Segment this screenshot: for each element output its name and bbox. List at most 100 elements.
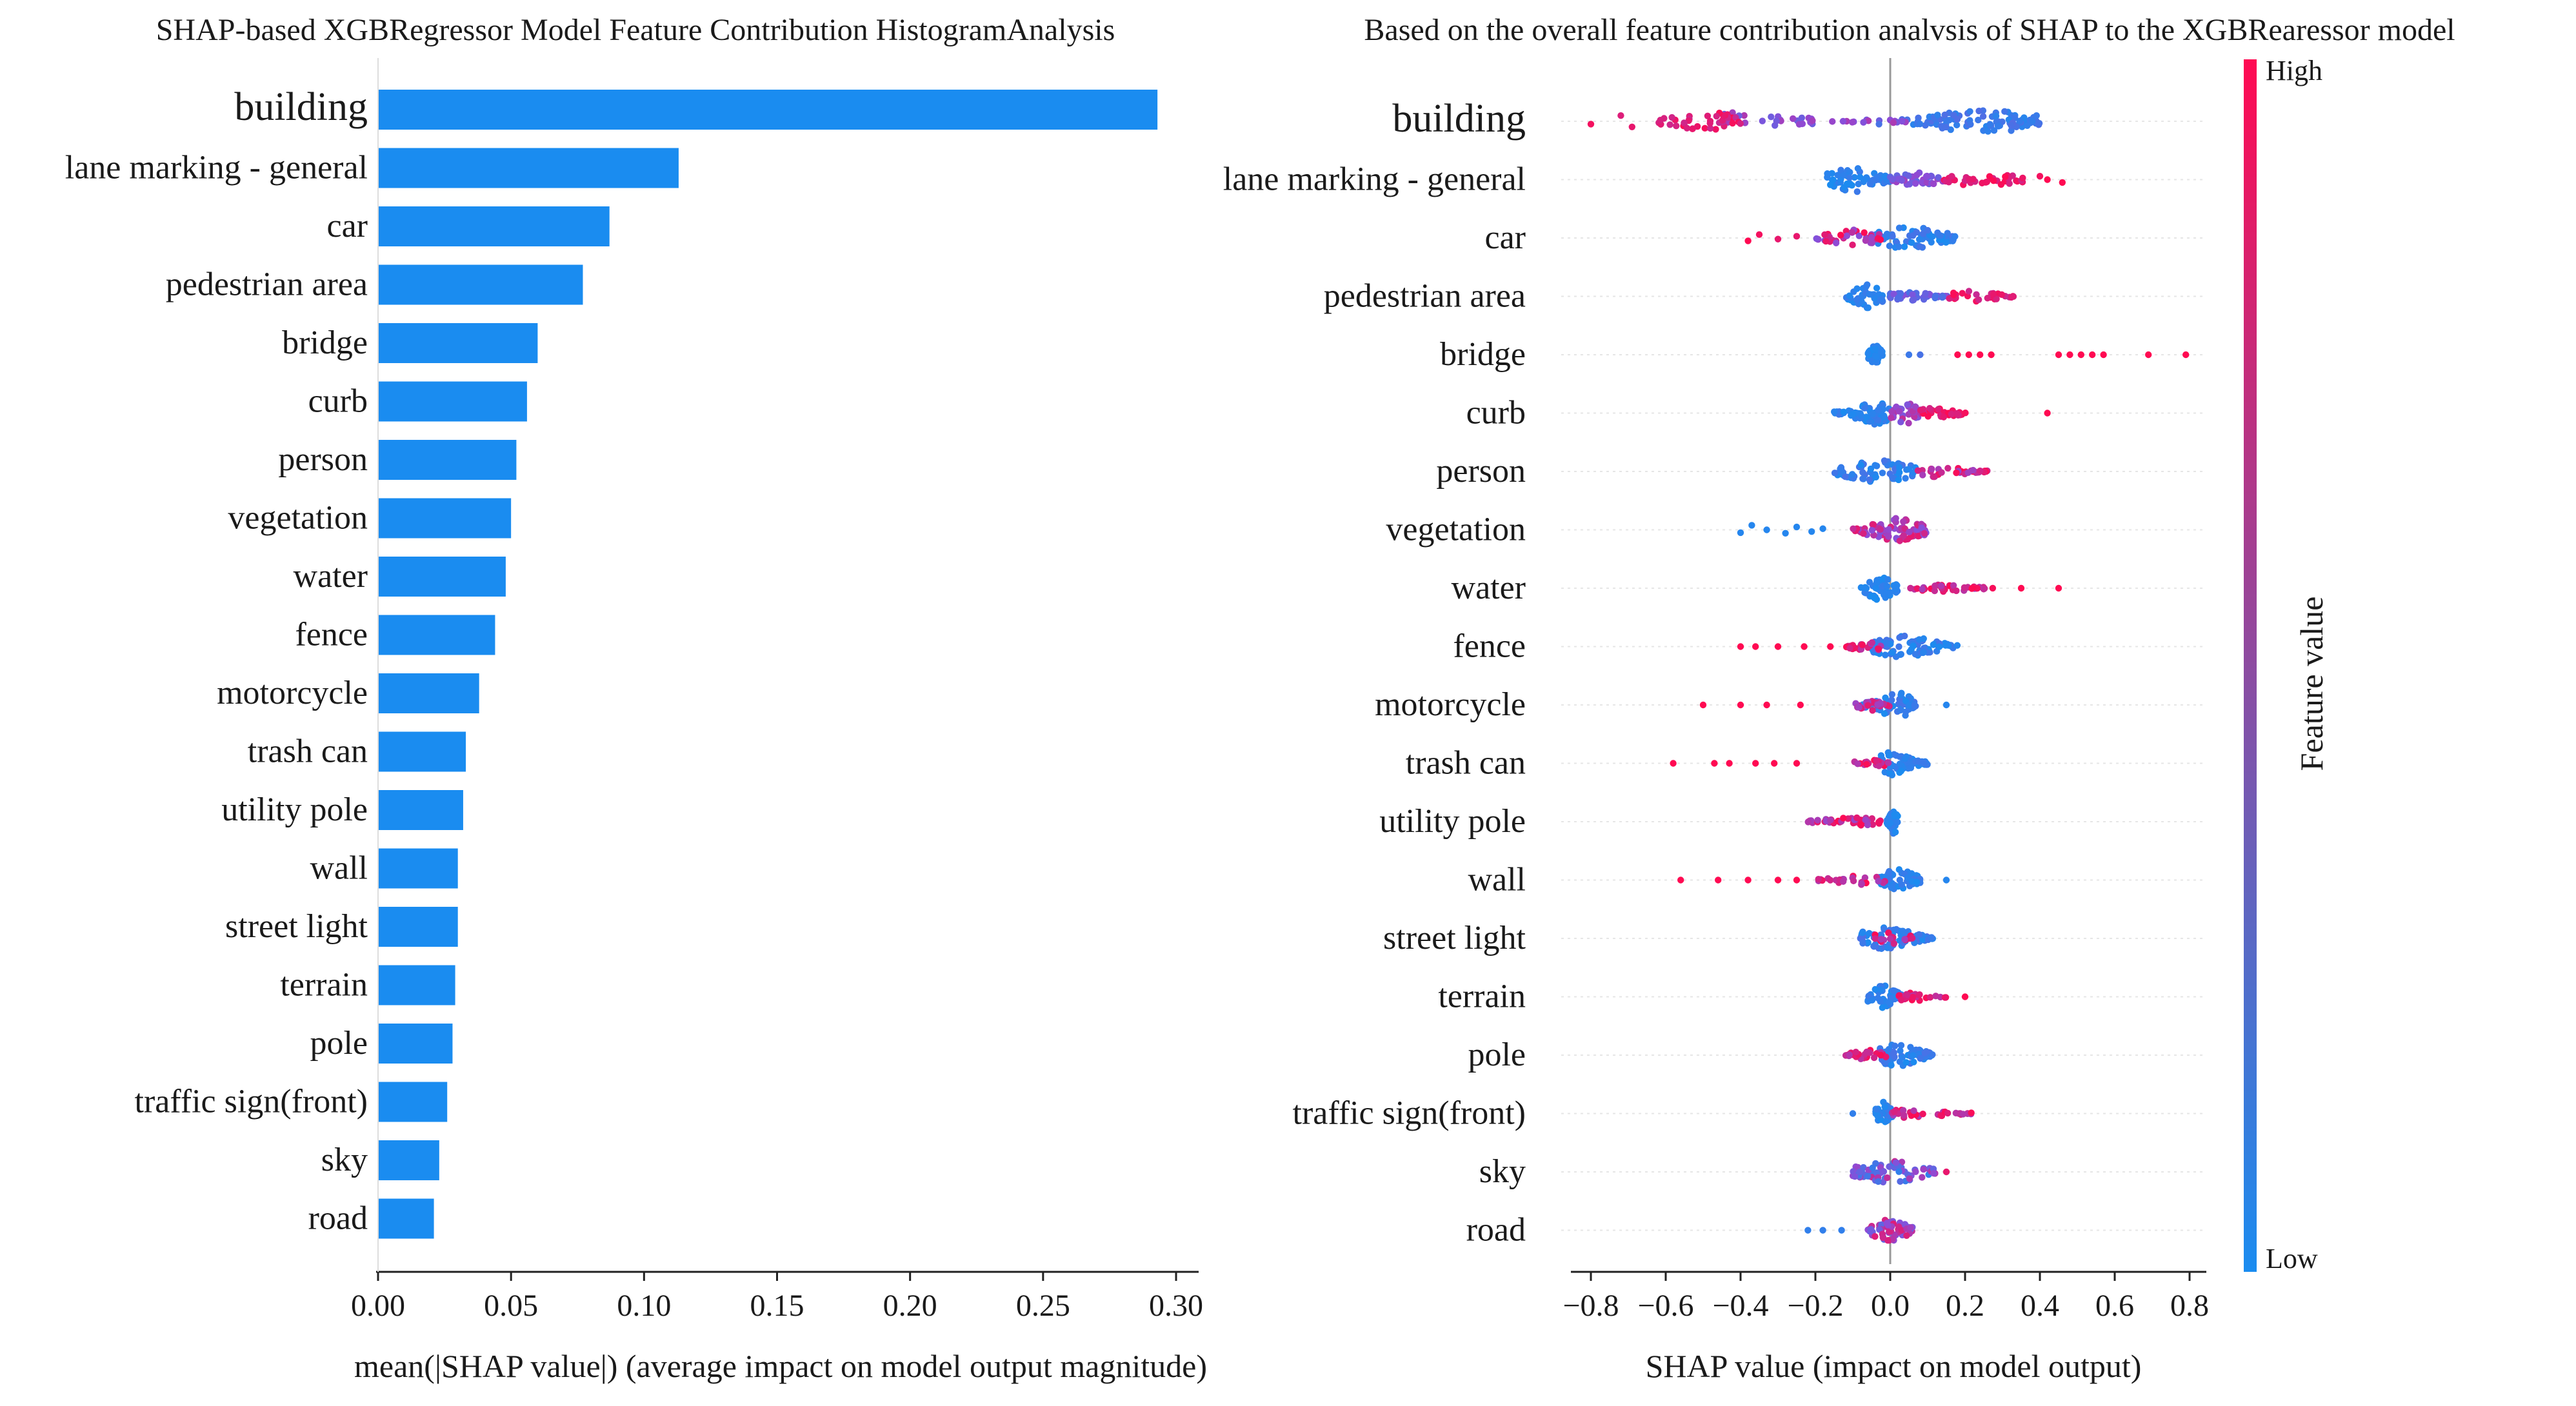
beeswarm-point-vegetation bbox=[1906, 528, 1913, 536]
beeswarm-point-vegetation bbox=[1918, 524, 1925, 531]
bar-label-vegetation: vegetation bbox=[228, 500, 368, 537]
beeswarm-point-curb bbox=[1840, 408, 1847, 415]
beeswarm-point-terrain bbox=[1909, 993, 1917, 1001]
beeswarm-point-building bbox=[1689, 125, 1696, 132]
beeswarm-point-car bbox=[1944, 230, 1951, 237]
beeswarm-point-building bbox=[1789, 115, 1797, 123]
beeswarm-point-pedestrian-area bbox=[1959, 290, 1966, 297]
beeswarm-point-curb bbox=[1888, 408, 1895, 415]
beeswarm-point-building bbox=[1941, 111, 1948, 119]
beeswarm-point-lane-marking-general bbox=[1843, 180, 1851, 188]
beeswarm-point-water bbox=[1937, 582, 1945, 589]
colorbar-gradient bbox=[2244, 59, 2257, 1272]
beeswarm-point-wall bbox=[1774, 876, 1782, 884]
beeswarm-point-pole bbox=[1897, 1042, 1905, 1049]
bar-label-person: person bbox=[278, 441, 368, 478]
beeswarm-point-motorcycle bbox=[1902, 708, 1910, 715]
bar-chart-bars bbox=[378, 90, 1158, 1239]
beeswarm-point-pedestrian-area bbox=[1975, 296, 1982, 303]
bar-trash-can bbox=[378, 731, 466, 772]
beeswarm-point-curb bbox=[1895, 408, 1902, 415]
beeswarm-point-vegetation bbox=[1860, 530, 1867, 537]
bar-chart-x-axis-label: mean(|SHAP value|) (average impact on mo… bbox=[354, 1348, 1207, 1384]
beeswarm-point-pedestrian-area bbox=[1853, 285, 1861, 292]
beeswarm-point-lane-marking-general bbox=[1922, 173, 1930, 180]
beeswarm-point-lane-marking-general bbox=[1826, 181, 1834, 188]
beeswarm-point-lane-marking-general bbox=[2036, 173, 2044, 180]
beeswarm-point-pole bbox=[1882, 1053, 1890, 1060]
beeswarm-tick-label: −0.4 bbox=[1712, 1289, 1768, 1323]
beeswarm-point-person bbox=[1848, 471, 1856, 478]
beeswarm-point-vegetation bbox=[1870, 521, 1877, 528]
beeswarm-point-wall bbox=[1793, 876, 1801, 884]
beeswarm-point-building bbox=[1683, 124, 1691, 132]
beeswarm-point-fence bbox=[1827, 643, 1834, 650]
beeswarm-point-water bbox=[1961, 584, 1968, 591]
beeswarm-point-pole bbox=[1890, 1049, 1897, 1056]
beeswarm-point-water bbox=[1932, 582, 1939, 589]
beeswarm-point-car bbox=[1862, 237, 1870, 244]
beeswarm-point-building bbox=[1712, 126, 1719, 133]
beeswarm-point-motorcycle bbox=[1911, 702, 1918, 709]
beeswarm-point-road bbox=[1907, 1224, 1914, 1231]
beeswarm-point-terrain bbox=[1877, 986, 1884, 994]
beeswarm-point-sky bbox=[1892, 1159, 1900, 1167]
beeswarm-point-bridge bbox=[1877, 348, 1885, 356]
beeswarm-point-lane-marking-general bbox=[1846, 174, 1853, 181]
bar-label-road: road bbox=[308, 1200, 368, 1237]
beeswarm-label-trash-can: trash can bbox=[1406, 745, 1526, 782]
bar-tick-label: 0.25 bbox=[1016, 1289, 1070, 1323]
beeswarm-point-curb bbox=[1875, 417, 1882, 424]
beeswarm-label-terrain: terrain bbox=[1438, 978, 1526, 1015]
beeswarm-point-curb bbox=[1857, 412, 1864, 419]
beeswarm-tick-label: −0.8 bbox=[1563, 1289, 1619, 1323]
beeswarm-point-traffic-sign-front bbox=[1849, 1110, 1857, 1117]
beeswarm-point-sky bbox=[1852, 1173, 1859, 1180]
beeswarm-point-person bbox=[1919, 471, 1926, 479]
beeswarm-point-street-light bbox=[1899, 927, 1906, 935]
beeswarm-point-lane-marking-general bbox=[1861, 175, 1868, 183]
bar-chart-category-labels: building lane marking - general car pedestr… bbox=[65, 85, 368, 1237]
beeswarm-point-lane-marking-general bbox=[1853, 188, 1861, 195]
beeswarm-point-pedestrian-area bbox=[1922, 290, 1929, 297]
beeswarm-point-car bbox=[1924, 226, 1932, 234]
beeswarm-label-fence: fence bbox=[1453, 628, 1526, 665]
beeswarm-point-vegetation bbox=[1900, 532, 1907, 539]
beeswarm-point-trash-can bbox=[1886, 769, 1893, 776]
beeswarm-point-vegetation bbox=[1915, 532, 1922, 540]
beeswarm-point-car bbox=[1919, 230, 1927, 237]
beeswarm-x-axis-label: SHAP value (impact on model output) bbox=[1646, 1348, 2142, 1384]
beeswarm-point-utility-pole bbox=[1894, 818, 1901, 826]
beeswarm-point-road bbox=[1819, 1227, 1826, 1234]
bar-tick-label: 0.00 bbox=[351, 1289, 405, 1323]
bar-traffic-sign-front bbox=[378, 1082, 448, 1122]
beeswarm-point-sky bbox=[1856, 1168, 1863, 1176]
bar-label-fence: fence bbox=[295, 617, 368, 653]
beeswarm-label-bridge: bridge bbox=[1440, 336, 1526, 373]
beeswarm-point-vegetation bbox=[1868, 527, 1875, 534]
beeswarm-point-building bbox=[1759, 117, 1766, 124]
beeswarm-point-bridge bbox=[1917, 351, 1924, 359]
beeswarm-point-trash-can bbox=[1670, 760, 1677, 767]
beeswarm-point-person bbox=[1895, 464, 1903, 471]
beeswarm-point-curb bbox=[1948, 410, 1955, 418]
beeswarm-point-trash-can bbox=[1877, 752, 1885, 759]
beeswarm-point-traffic-sign-front bbox=[1944, 1109, 1952, 1117]
beeswarm-point-curb bbox=[2044, 410, 2051, 417]
beeswarm-point-bridge bbox=[2145, 351, 2152, 359]
beeswarm-point-bridge bbox=[1864, 350, 1872, 357]
bar-label-water: water bbox=[294, 558, 368, 595]
beeswarm-point-building bbox=[1737, 120, 1744, 127]
beeswarm-point-water bbox=[1919, 586, 1926, 593]
beeswarm-point-traffic-sign-front bbox=[1910, 1107, 1917, 1114]
beeswarm-point-building bbox=[1799, 120, 1806, 128]
beeswarm-point-car bbox=[1848, 229, 1855, 236]
beeswarm-point-wall bbox=[1839, 878, 1847, 885]
beeswarm-point-building bbox=[1666, 121, 1673, 128]
beeswarm-point-building bbox=[1986, 121, 1993, 128]
beeswarm-point-building bbox=[1657, 116, 1664, 124]
beeswarm-point-fence bbox=[1953, 642, 1961, 649]
beeswarm-point-fence bbox=[1846, 644, 1853, 652]
beeswarm-point-trash-can bbox=[1920, 759, 1928, 766]
beeswarm-point-vegetation bbox=[1885, 526, 1892, 533]
